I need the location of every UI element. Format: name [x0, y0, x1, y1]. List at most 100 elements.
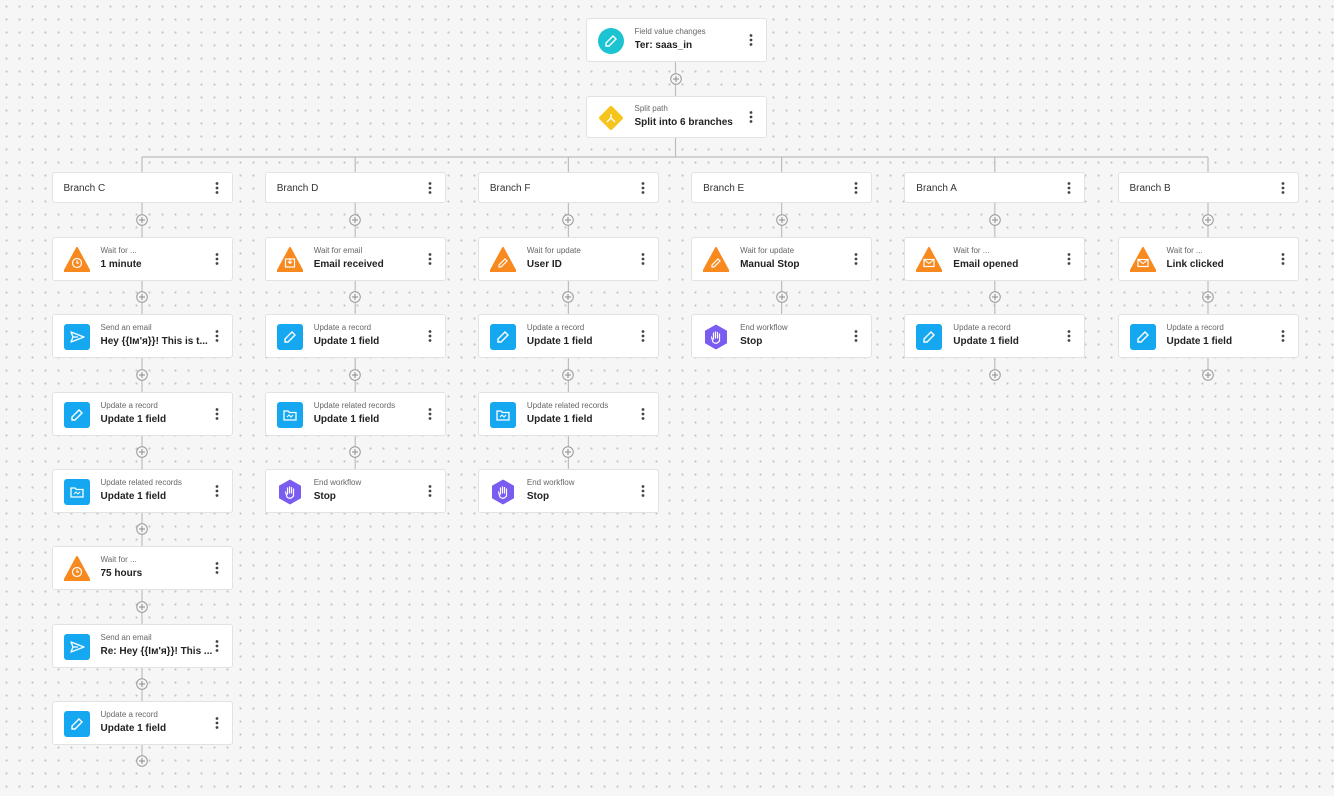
- icon: [597, 28, 624, 54]
- step-card[interactable]: End workflow Stop: [691, 314, 873, 359]
- more-menu[interactable]: [749, 33, 753, 47]
- branch-header[interactable]: Branch A: [904, 172, 1086, 203]
- icon: [703, 324, 729, 350]
- more-menu[interactable]: [1067, 329, 1071, 343]
- more-menu[interactable]: [428, 484, 432, 498]
- add-step-button[interactable]: [136, 213, 148, 226]
- icon: [915, 247, 943, 273]
- add-step-button[interactable]: [349, 290, 361, 304]
- step-card[interactable]: End workflow Stop: [264, 468, 446, 513]
- branch-header[interactable]: Branch C: [51, 172, 233, 203]
- more-menu[interactable]: [215, 716, 219, 730]
- icon: [63, 478, 90, 505]
- step-value: Update 1 field: [100, 490, 167, 502]
- step-card[interactable]: Update a record Update 1 field: [1117, 314, 1299, 359]
- add-step-button[interactable]: [1202, 290, 1214, 304]
- add-step-button[interactable]: [136, 445, 148, 458]
- trigger-card[interactable]: Field value changes Ter: saas_in: [585, 18, 767, 62]
- more-menu[interactable]: [854, 252, 858, 266]
- branch-header[interactable]: Branch D: [264, 172, 446, 203]
- more-menu[interactable]: [215, 639, 219, 653]
- branch-name: Branch D: [276, 183, 319, 194]
- add-step-button[interactable]: [1202, 368, 1214, 381]
- add-step-button[interactable]: [775, 290, 788, 304]
- step-card[interactable]: Send an email Re: Hey {{Iм'я}}! This ...: [51, 623, 233, 668]
- more-menu[interactable]: [215, 252, 219, 266]
- step-card[interactable]: Update a record Update 1 field: [264, 314, 446, 359]
- more-menu[interactable]: [215, 329, 219, 343]
- step-label: Wait for email: [313, 246, 363, 255]
- more-menu[interactable]: [749, 110, 753, 124]
- step-label: Wait for update: [740, 246, 795, 255]
- more-menu[interactable]: [215, 484, 219, 498]
- more-menu[interactable]: [1067, 252, 1071, 266]
- more-menu[interactable]: [641, 252, 645, 266]
- more-menu[interactable]: [641, 407, 645, 421]
- icon: [916, 324, 943, 351]
- add-step-button[interactable]: [349, 213, 361, 226]
- step-card[interactable]: Update a record Update 1 field: [51, 700, 233, 745]
- branch-name: Branch C: [63, 183, 106, 194]
- icon: [276, 324, 303, 351]
- step-value: Link clicked: [1166, 259, 1224, 270]
- add-step-button[interactable]: [988, 213, 1001, 226]
- step-card[interactable]: End workflow Stop: [477, 468, 659, 513]
- icon: [276, 401, 303, 428]
- more-menu[interactable]: [854, 329, 858, 343]
- more-menu[interactable]: [428, 181, 432, 195]
- more-menu[interactable]: [1281, 329, 1285, 343]
- more-menu[interactable]: [1281, 252, 1285, 266]
- more-menu[interactable]: [215, 561, 219, 575]
- step-card[interactable]: Wait for update User ID: [477, 237, 659, 281]
- step-card[interactable]: Update related records Update 1 field: [51, 468, 233, 513]
- add-step-button[interactable]: [562, 213, 575, 226]
- add-step-button[interactable]: [562, 445, 575, 458]
- more-menu[interactable]: [428, 329, 432, 343]
- add-step-button[interactable]: [1202, 213, 1214, 226]
- more-menu[interactable]: [428, 407, 432, 421]
- step-value: Update 1 field: [100, 413, 167, 425]
- step-card[interactable]: Wait for email Email received: [264, 237, 446, 281]
- branch-header[interactable]: Branch F: [477, 172, 659, 203]
- add-step-button[interactable]: [136, 368, 148, 381]
- step-value: Email received: [313, 259, 384, 270]
- more-menu[interactable]: [428, 252, 432, 266]
- step-card[interactable]: Wait for ... Email opened: [904, 237, 1086, 281]
- split-card[interactable]: Split path Split into 6 branches: [585, 96, 767, 138]
- add-step-button[interactable]: [349, 445, 361, 458]
- step-card[interactable]: Send an email Hey {{Iм'я}}! This is t...: [51, 314, 233, 359]
- step-card[interactable]: Wait for ... Link clicked: [1117, 237, 1299, 281]
- add-step-button[interactable]: [988, 290, 1001, 304]
- step-card[interactable]: Update a record Update 1 field: [904, 314, 1086, 359]
- step-card[interactable]: Update related records Update 1 field: [477, 391, 659, 436]
- more-menu[interactable]: [215, 181, 219, 195]
- more-menu[interactable]: [641, 329, 645, 343]
- add-step-button[interactable]: [136, 522, 148, 535]
- more-menu[interactable]: [215, 407, 219, 421]
- add-step-button[interactable]: [562, 368, 575, 381]
- add-step-button[interactable]: [136, 677, 148, 690]
- step-card[interactable]: Update related records Update 1 field: [264, 391, 446, 436]
- step-card[interactable]: Update a record Update 1 field: [477, 314, 659, 359]
- step-card[interactable]: Wait for ... 75 hours: [51, 546, 233, 591]
- step-card[interactable]: Update a record Update 1 field: [51, 391, 233, 436]
- more-menu[interactable]: [1067, 181, 1071, 195]
- branch-header[interactable]: Branch E: [691, 172, 873, 203]
- step-label: Update a record: [100, 709, 158, 719]
- step-card[interactable]: Wait for ... 1 minute: [51, 237, 233, 281]
- more-menu[interactable]: [641, 181, 645, 195]
- step-card[interactable]: Wait for update Manual Stop: [691, 237, 873, 281]
- add-step-button[interactable]: [136, 600, 148, 613]
- more-menu[interactable]: [641, 484, 645, 498]
- more-menu[interactable]: [854, 181, 858, 195]
- step-value: 75 hours: [100, 568, 143, 580]
- add-step-button[interactable]: [562, 290, 575, 304]
- add-step-button[interactable]: [136, 754, 148, 767]
- add-step-button[interactable]: [669, 72, 682, 85]
- branch-header[interactable]: Branch B: [1117, 172, 1299, 203]
- add-step-button[interactable]: [349, 368, 361, 381]
- add-step-button[interactable]: [136, 290, 148, 304]
- add-step-button[interactable]: [775, 213, 788, 226]
- add-step-button[interactable]: [988, 368, 1001, 381]
- more-menu[interactable]: [1281, 181, 1285, 195]
